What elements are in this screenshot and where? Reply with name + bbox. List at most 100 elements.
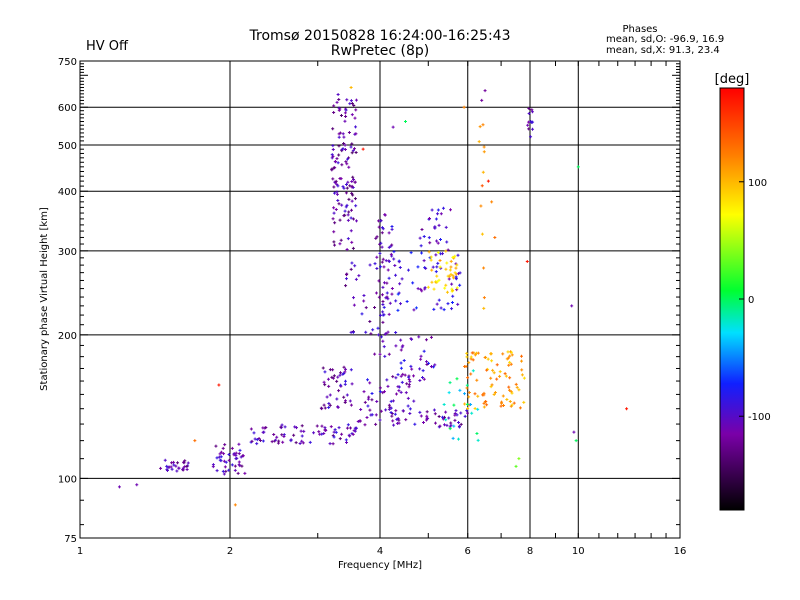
data-point <box>451 274 455 278</box>
data-point <box>458 388 462 392</box>
data-point <box>379 219 383 223</box>
data-point <box>350 199 354 203</box>
data-point <box>336 405 340 409</box>
data-point <box>482 401 486 405</box>
data-point <box>527 127 531 131</box>
data-point <box>345 186 349 190</box>
data-point <box>412 308 416 312</box>
y-tick-label: 100 <box>58 474 77 485</box>
data-point <box>377 225 381 229</box>
data-point <box>370 398 374 402</box>
data-point <box>459 422 463 426</box>
data-point <box>331 376 335 380</box>
data-point <box>515 385 519 389</box>
data-point <box>334 179 338 183</box>
data-point <box>374 291 378 295</box>
data-point <box>447 416 451 420</box>
data-point <box>509 362 513 366</box>
data-point <box>327 402 331 406</box>
data-point <box>337 202 341 206</box>
data-point <box>322 432 326 436</box>
data-point <box>408 407 412 411</box>
data-point <box>473 392 477 396</box>
data-point <box>383 213 387 217</box>
colorbar-unit: [deg] <box>715 72 750 87</box>
data-point <box>439 212 443 216</box>
data-point <box>355 219 359 223</box>
data-point <box>330 156 334 160</box>
data-point <box>453 418 457 422</box>
data-point <box>357 274 361 278</box>
data-point <box>332 191 336 195</box>
data-point <box>570 304 574 308</box>
data-point <box>375 400 379 404</box>
data-point <box>335 190 339 194</box>
data-point <box>456 437 460 441</box>
data-point <box>342 365 346 369</box>
data-point <box>442 308 446 312</box>
data-point <box>373 262 377 266</box>
data-point <box>379 265 383 269</box>
data-point <box>435 274 439 278</box>
data-point <box>275 435 279 439</box>
data-point <box>390 414 394 418</box>
data-point <box>237 442 241 446</box>
data-point <box>445 261 449 265</box>
data-point <box>377 295 381 299</box>
data-point <box>387 312 391 316</box>
data-point <box>349 145 353 149</box>
data-point <box>490 200 494 204</box>
data-point <box>308 440 312 444</box>
data-point <box>333 428 337 432</box>
data-point <box>373 306 377 310</box>
data-point <box>219 455 223 459</box>
data-point <box>174 464 178 468</box>
data-point <box>467 395 471 399</box>
data-point <box>449 423 453 427</box>
data-point <box>466 407 470 411</box>
colorbar-tick-label: 100 <box>748 178 767 189</box>
data-point <box>376 326 380 330</box>
data-point <box>378 251 382 255</box>
data-point <box>390 227 394 231</box>
data-point <box>252 431 256 435</box>
data-point <box>435 212 439 216</box>
data-point <box>469 372 473 376</box>
data-point <box>514 382 518 386</box>
data-point <box>353 429 357 433</box>
data-point <box>450 282 454 286</box>
data-point <box>172 463 176 467</box>
data-point <box>352 178 356 182</box>
data-point <box>223 465 227 469</box>
data-point <box>346 180 350 184</box>
data-point <box>457 424 461 428</box>
data-point <box>489 376 493 380</box>
data-point <box>520 368 524 372</box>
data-point <box>452 403 456 407</box>
data-point <box>480 232 484 236</box>
data-point <box>353 264 357 268</box>
data-point <box>434 253 438 257</box>
data-point <box>346 423 350 427</box>
data-point <box>186 461 190 465</box>
data-point <box>335 157 339 161</box>
data-point <box>382 265 386 269</box>
data-point <box>490 359 494 363</box>
data-point <box>447 277 451 281</box>
data-point <box>353 180 357 184</box>
grid-lines <box>80 61 680 538</box>
data-point <box>349 208 353 212</box>
data-point <box>433 421 437 425</box>
data-point <box>420 251 424 255</box>
data-point <box>356 420 360 424</box>
data-point <box>444 410 448 414</box>
data-point <box>343 379 347 383</box>
data-point <box>529 120 533 124</box>
colorbar-tick-label: -100 <box>748 412 771 423</box>
data-point <box>338 242 342 246</box>
data-point <box>404 418 408 422</box>
data-point <box>176 461 180 465</box>
data-point <box>394 376 398 380</box>
data-point <box>352 303 356 307</box>
data-point <box>454 272 458 276</box>
